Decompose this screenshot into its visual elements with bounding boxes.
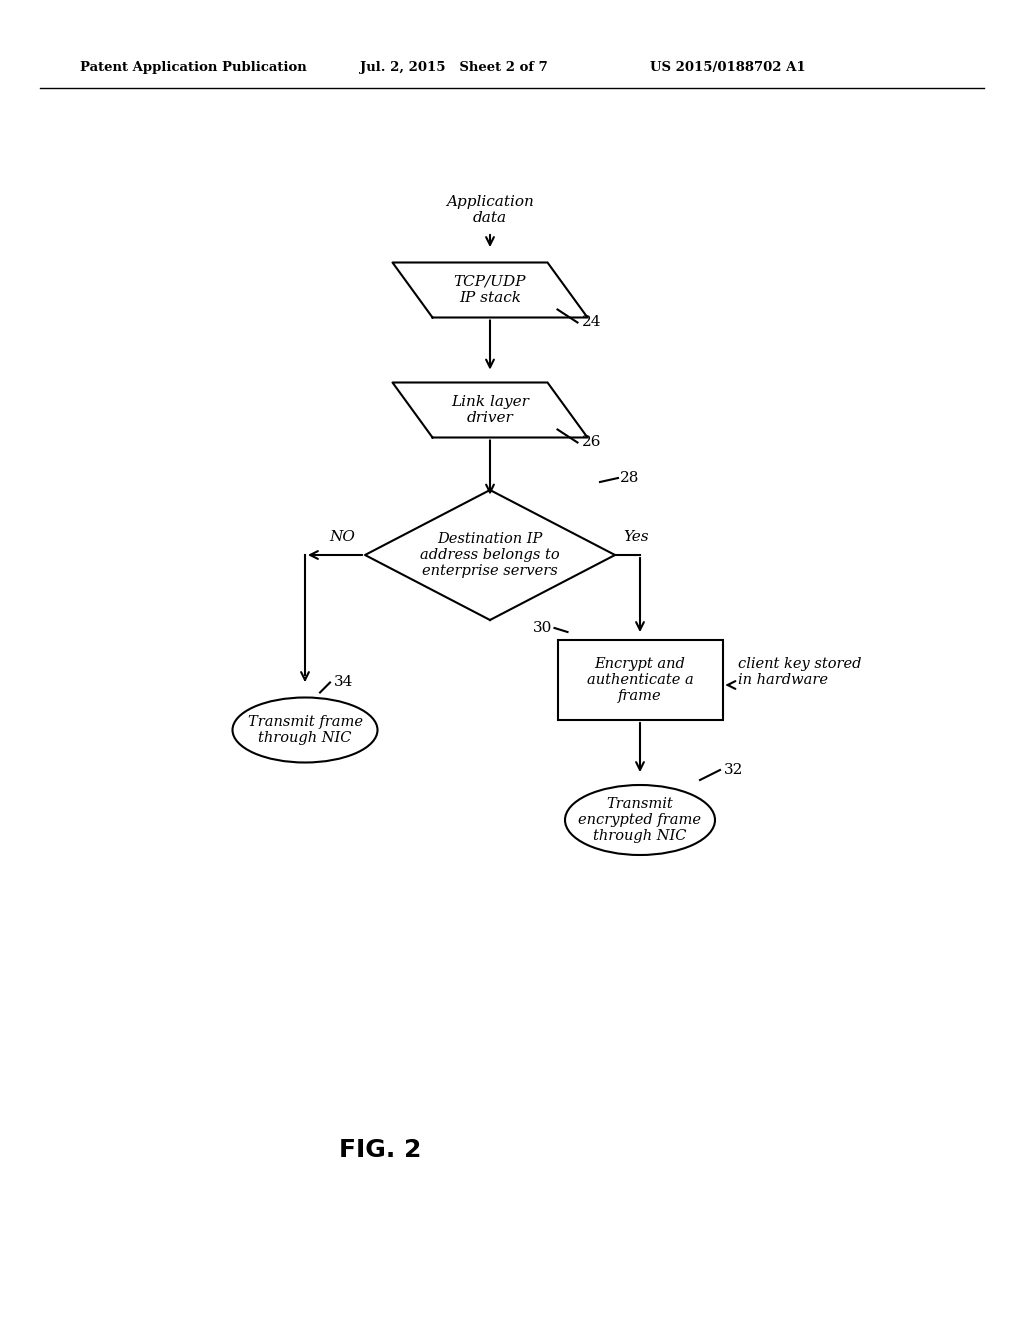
Text: US 2015/0188702 A1: US 2015/0188702 A1 [650,62,806,74]
Polygon shape [392,263,588,318]
Ellipse shape [232,697,378,763]
Text: Application
data: Application data [446,195,534,226]
Text: 24: 24 [582,315,601,330]
Text: Link layer
driver: Link layer driver [451,395,529,425]
Text: Transmit frame
through NIC: Transmit frame through NIC [248,715,362,744]
Text: 26: 26 [582,436,601,450]
Text: 34: 34 [334,676,353,689]
Text: Encrypt and
authenticate a
frame: Encrypt and authenticate a frame [587,657,693,704]
Text: FIG. 2: FIG. 2 [339,1138,421,1162]
Bar [557,640,723,719]
Ellipse shape [565,785,715,855]
Text: client key stored
in hardware: client key stored in hardware [737,657,861,688]
Text: NO: NO [329,531,355,544]
Text: Jul. 2, 2015   Sheet 2 of 7: Jul. 2, 2015 Sheet 2 of 7 [360,62,548,74]
Text: 28: 28 [620,471,639,484]
Text: Yes: Yes [623,531,648,544]
Text: 30: 30 [534,620,553,635]
Text: Destination IP
address belongs to
enterprise servers: Destination IP address belongs to enterp… [420,532,560,578]
Polygon shape [365,490,615,620]
Text: Patent Application Publication: Patent Application Publication [80,62,307,74]
Text: 32: 32 [724,763,743,777]
Text: Transmit
encrypted frame
through NIC: Transmit encrypted frame through NIC [579,797,701,843]
Text: TCP/UDP
IP stack: TCP/UDP IP stack [454,275,526,305]
Polygon shape [392,383,588,437]
